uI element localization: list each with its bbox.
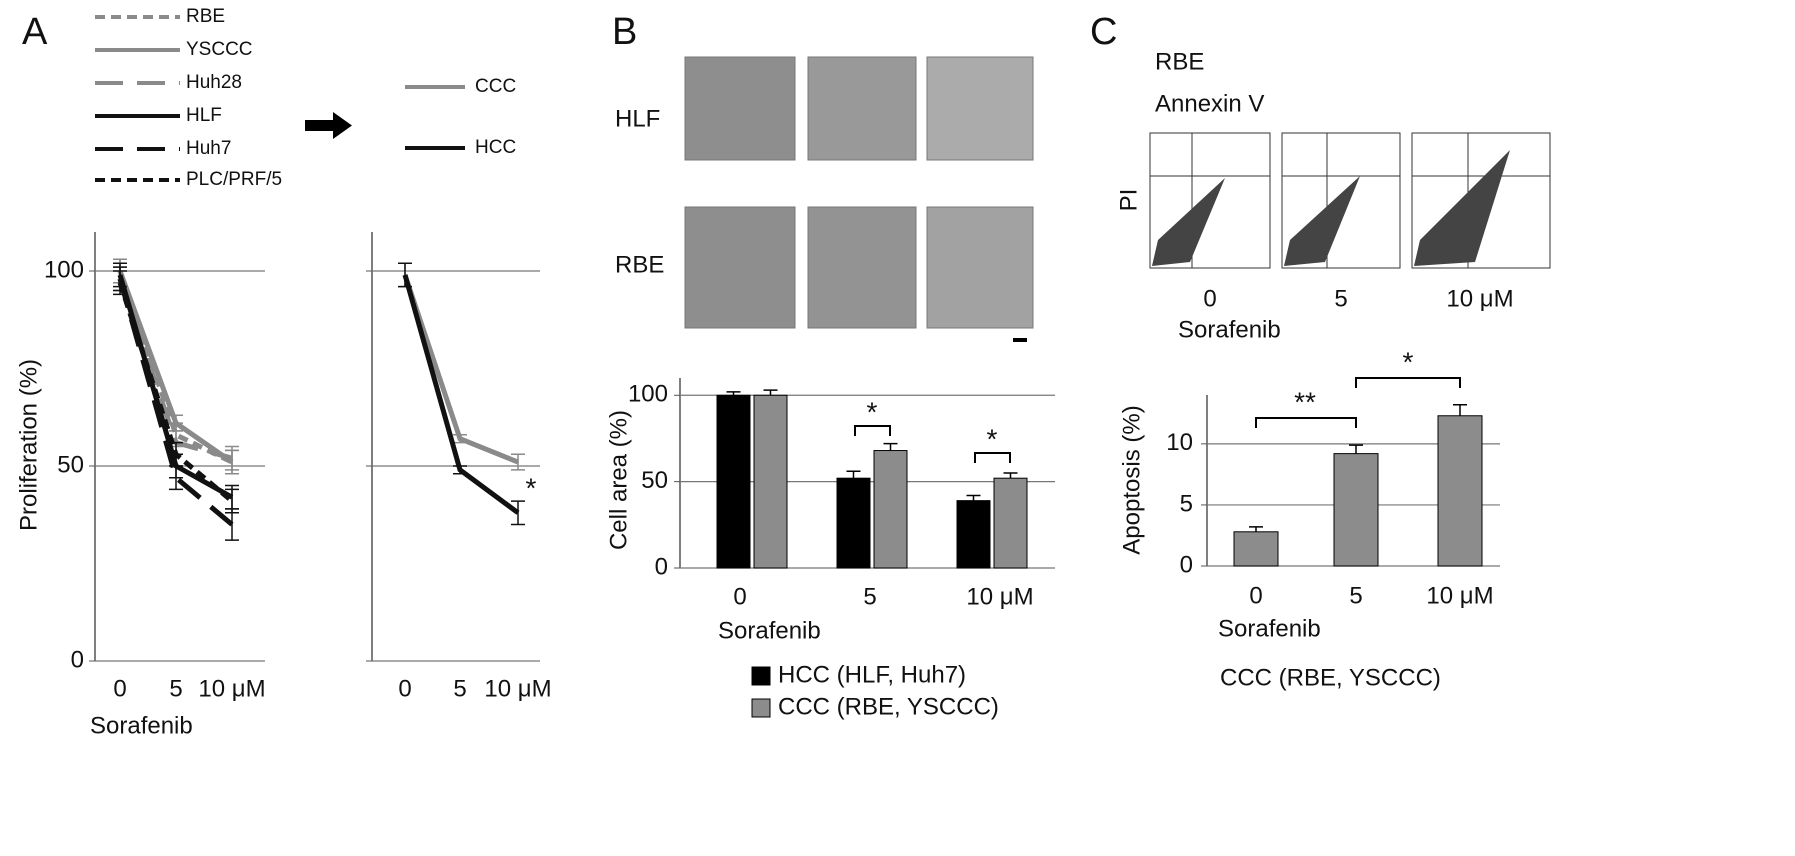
y-axis-label: Apoptosis (%) bbox=[1118, 405, 1145, 554]
y-tick-label: 50 bbox=[641, 467, 668, 494]
legend-label: YSCCC bbox=[186, 39, 253, 60]
x-tick-label: 10 μM bbox=[484, 675, 551, 702]
legend-label: HCC bbox=[475, 137, 516, 158]
significance: ** bbox=[1294, 386, 1316, 417]
treatment-label: Sorafenib bbox=[1178, 316, 1281, 343]
y-tick-label: 100 bbox=[44, 256, 84, 283]
legend-swatch bbox=[751, 698, 771, 718]
bar bbox=[836, 477, 871, 569]
error-bar bbox=[883, 442, 898, 451]
line bbox=[402, 274, 519, 465]
x-tick-label: 10 μM bbox=[966, 583, 1033, 610]
x-axis-label: Sorafenib bbox=[718, 617, 821, 644]
error-bar bbox=[1003, 472, 1018, 479]
error-bar bbox=[225, 488, 239, 514]
bar bbox=[716, 394, 751, 569]
flow-plots bbox=[1149, 132, 1551, 269]
y-tick-label: 5 bbox=[1180, 490, 1193, 517]
x-tick-label: 0 bbox=[398, 675, 411, 702]
x-tick-label: 5 bbox=[453, 675, 466, 702]
x-tick-label: 0 bbox=[1249, 582, 1262, 609]
legend-label: HCC (HLF, Huh7) bbox=[778, 661, 966, 688]
error-bar bbox=[398, 262, 412, 288]
error-bar bbox=[225, 508, 239, 541]
bar bbox=[956, 500, 991, 569]
y-tick-label: 0 bbox=[71, 646, 84, 673]
legend-label: RBE bbox=[186, 6, 225, 27]
error-bar bbox=[1349, 444, 1363, 454]
legend-swatch bbox=[751, 666, 771, 686]
error-bar bbox=[1249, 526, 1263, 532]
bar bbox=[1233, 531, 1279, 567]
panel-label: B bbox=[612, 11, 637, 53]
error-bar bbox=[846, 470, 861, 479]
error-bar bbox=[511, 500, 525, 526]
legend-label: CCC (RBE, YSCCC) bbox=[778, 693, 999, 720]
significance: * bbox=[1403, 346, 1414, 377]
row-label: RBE bbox=[615, 251, 664, 278]
y-tick-label: 100 bbox=[628, 381, 668, 408]
x-tick-label: 0 bbox=[113, 675, 126, 702]
error-bar bbox=[726, 391, 741, 396]
error-bar bbox=[169, 441, 183, 467]
y-tick-label: 50 bbox=[57, 451, 84, 478]
significance: * bbox=[526, 472, 537, 503]
panel-label: A bbox=[22, 11, 48, 53]
bracket bbox=[854, 425, 891, 436]
x-axis-label: Sorafenib bbox=[90, 712, 193, 739]
y-axis-label: Cell area (%) bbox=[605, 410, 632, 550]
caption: CCC (RBE, YSCCC) bbox=[1220, 664, 1441, 691]
bracket bbox=[974, 452, 1011, 463]
bracket bbox=[1255, 417, 1357, 428]
bar bbox=[1333, 453, 1379, 567]
dose-label: 10 μM bbox=[1446, 285, 1513, 312]
error-bar bbox=[453, 434, 467, 444]
error-bar bbox=[511, 453, 525, 471]
legend-label: Huh28 bbox=[186, 72, 242, 93]
y-tick-label: 10 bbox=[1166, 429, 1193, 456]
dose-label: 5 bbox=[1334, 285, 1347, 312]
micrographs bbox=[684, 56, 1034, 342]
row-label: HLF bbox=[615, 105, 660, 132]
x-tick-label: 10 μM bbox=[1426, 582, 1493, 609]
bracket bbox=[1355, 377, 1461, 388]
y-stain: PI bbox=[1115, 189, 1142, 212]
error-bar bbox=[1453, 404, 1467, 416]
legend-label: HLF bbox=[186, 105, 222, 126]
legend-label: CCC bbox=[475, 76, 516, 97]
error-bar bbox=[225, 445, 239, 471]
x-tick-label: 5 bbox=[863, 583, 876, 610]
legend-label: PLC/PRF/5 bbox=[186, 169, 282, 190]
error-bar bbox=[113, 270, 127, 296]
panel-label: C bbox=[1090, 11, 1117, 53]
error-bar bbox=[966, 494, 981, 501]
dose-label: 0 bbox=[1203, 285, 1216, 312]
bar bbox=[1437, 415, 1483, 567]
y-tick-label: 0 bbox=[1180, 551, 1193, 578]
x-tick-label: 5 bbox=[1349, 582, 1362, 609]
error-bar bbox=[453, 465, 467, 475]
cell-line: RBE bbox=[1155, 48, 1204, 75]
line bbox=[402, 274, 520, 515]
y-tick-label: 0 bbox=[655, 553, 668, 580]
significance: * bbox=[867, 396, 878, 427]
x-tick-label: 5 bbox=[169, 675, 182, 702]
bar bbox=[753, 394, 788, 569]
x-tick-label: 10 μM bbox=[198, 675, 265, 702]
bar bbox=[993, 477, 1028, 569]
legend-label: Huh7 bbox=[186, 138, 231, 159]
y-axis-label: Proliferation (%) bbox=[15, 359, 42, 531]
x-tick-label: 0 bbox=[733, 583, 746, 610]
bar bbox=[873, 450, 908, 569]
x-axis-label: Sorafenib bbox=[1218, 615, 1321, 642]
arrow bbox=[305, 112, 352, 139]
x-stain: Annexin V bbox=[1155, 90, 1264, 117]
error-bar bbox=[763, 389, 778, 396]
significance: * bbox=[987, 423, 998, 454]
